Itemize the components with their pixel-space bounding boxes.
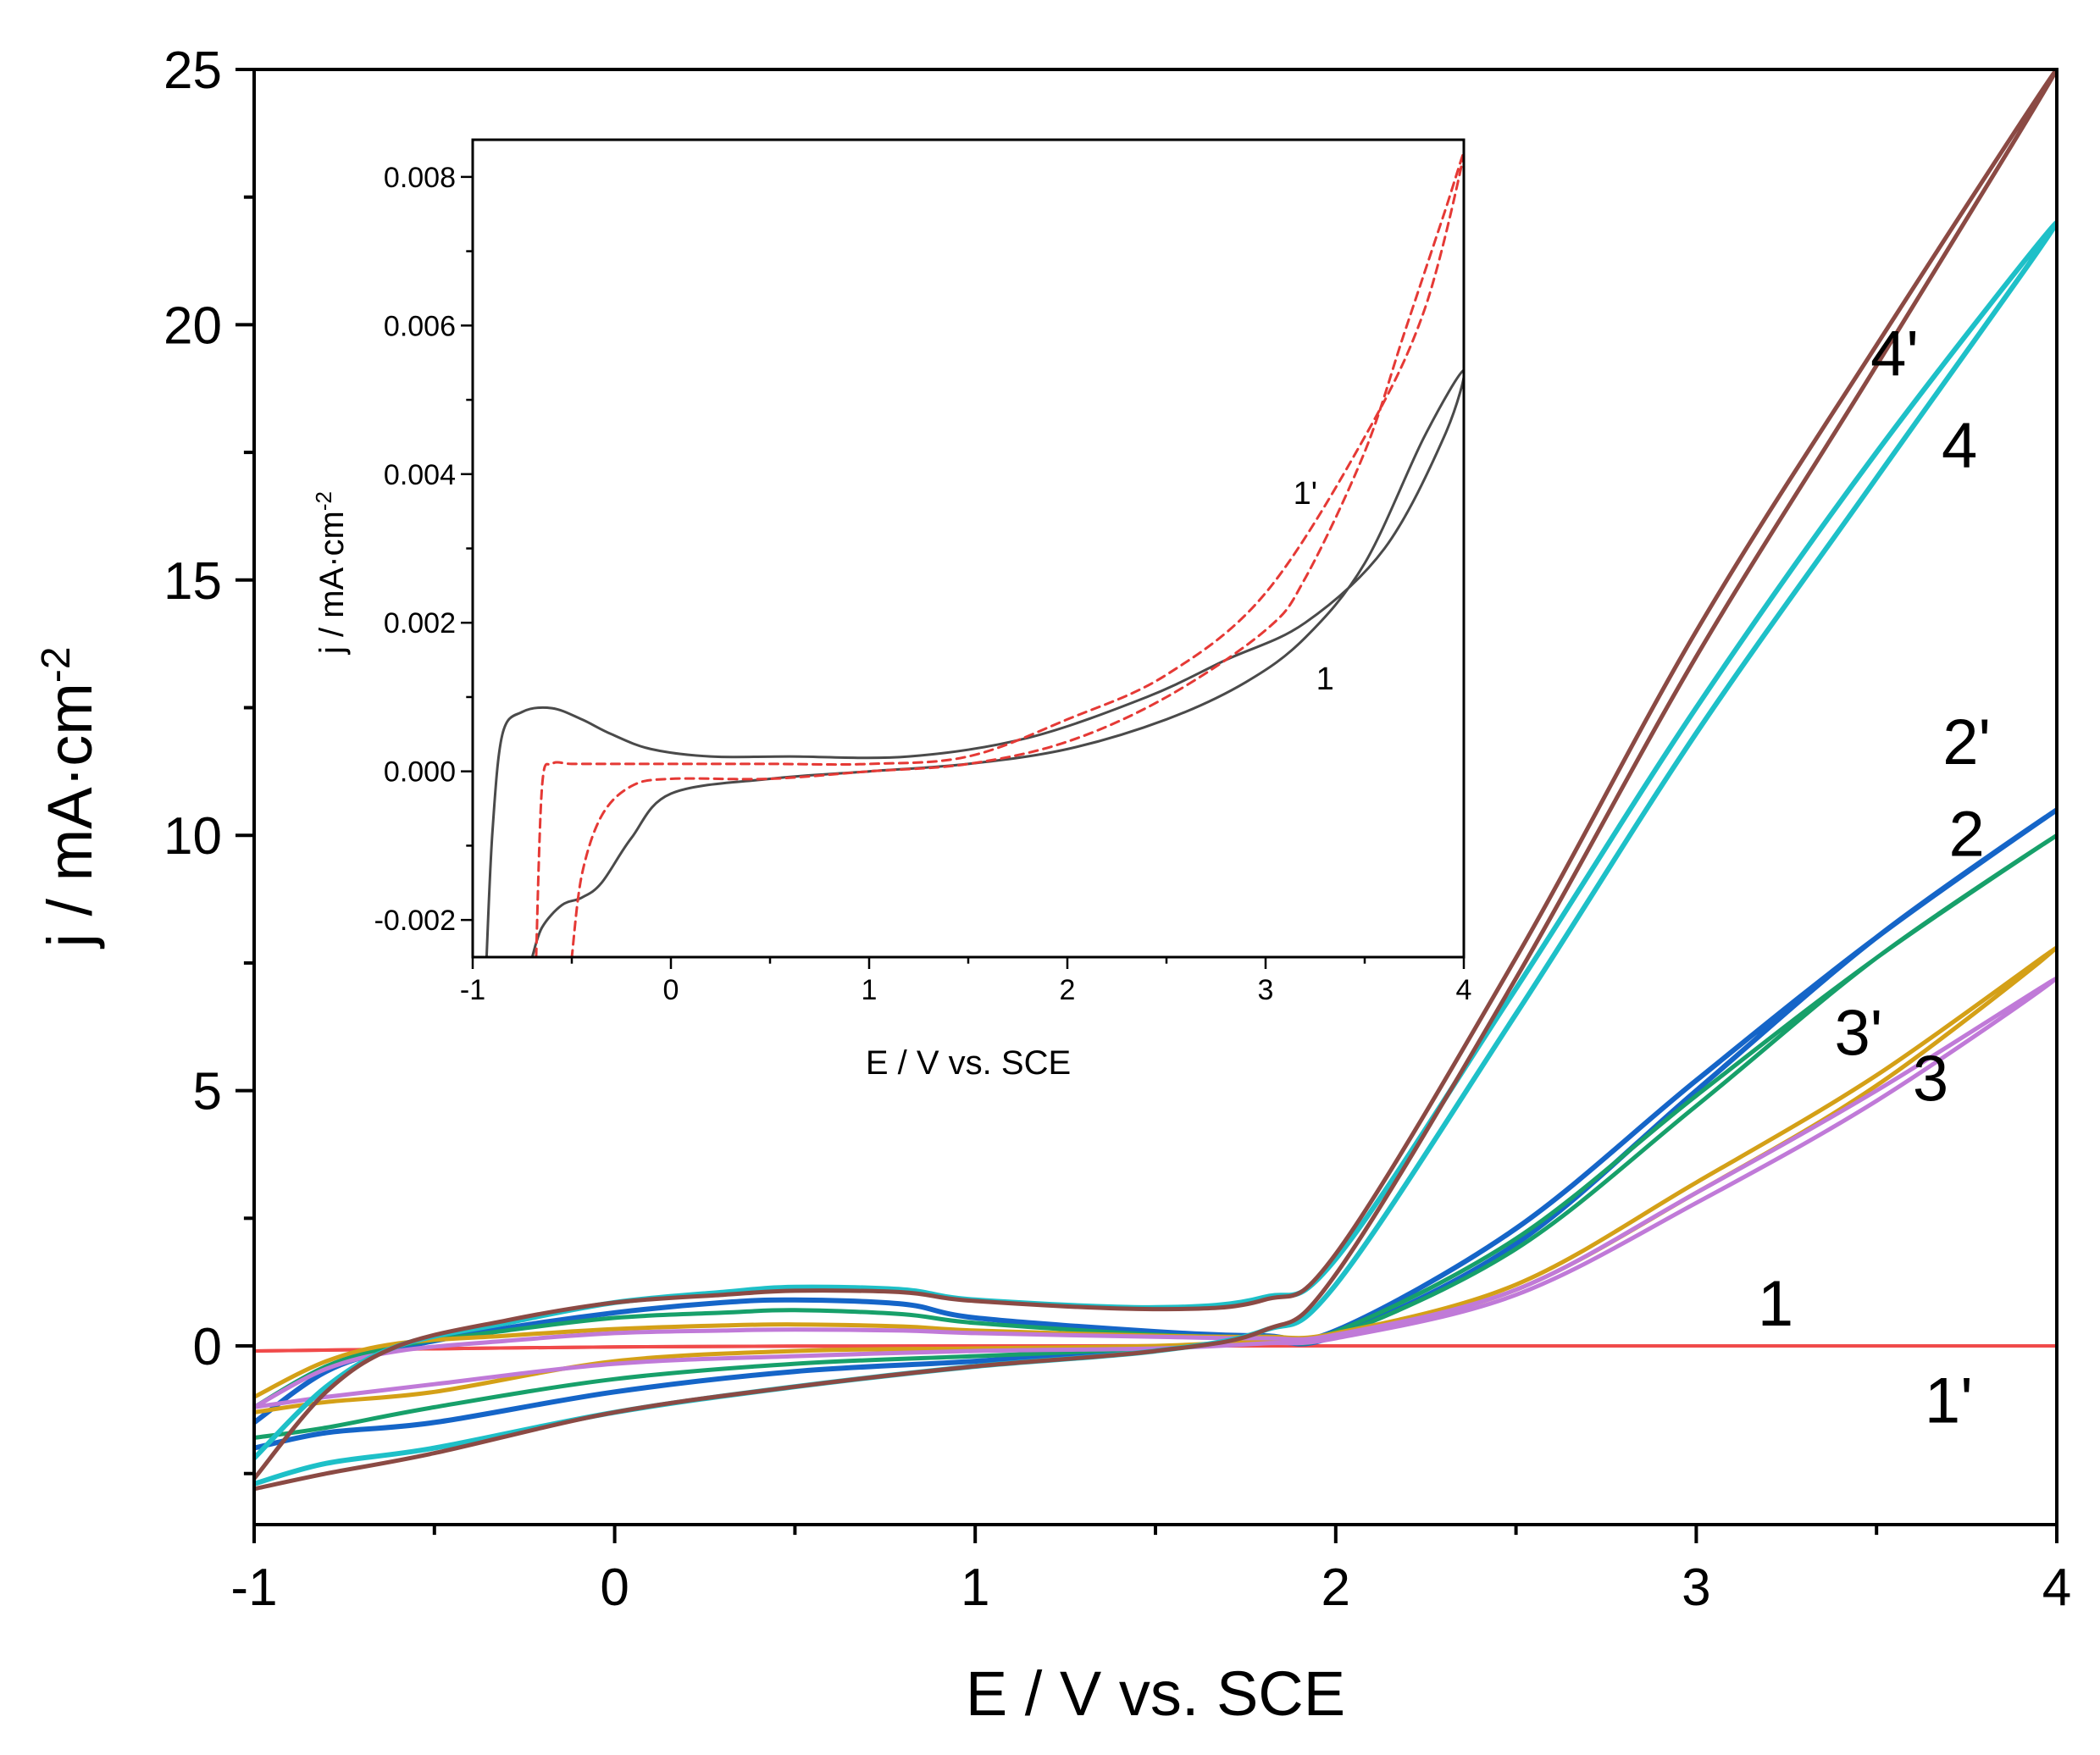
main-series-3: [254, 976, 2057, 1409]
inset-x-axis-title: E / V vs. SCE: [866, 1044, 1071, 1082]
main-y-axis-title: j / mA·cm-2: [34, 646, 105, 949]
main-y-tick-label: 20: [163, 296, 222, 355]
inset-curve-label: 1: [1316, 662, 1334, 697]
main-series-2prime: [254, 807, 2057, 1451]
main-y-tick-label: 25: [163, 42, 222, 100]
inset-curve-labels: 1' 1: [1294, 476, 1334, 697]
inset-background: [473, 140, 1464, 957]
inset-y-tick-label: 0.000: [384, 756, 456, 789]
inset-plot: -1 0 1 2 3 4 -0.0020.0000.0020.0040.0060.008 …: [311, 138, 1472, 1082]
inset-y-tick-label: 0.006: [384, 310, 456, 342]
inset-series-1prime: [535, 150, 1464, 957]
main-x-tick-label: 0: [600, 1558, 629, 1617]
main-x-tick-label: 2: [1322, 1558, 1350, 1617]
main-y-tick-label: 10: [163, 807, 222, 866]
inset-x-tick-label: 1: [862, 974, 878, 1006]
main-y-axis-title-superscript: -2: [34, 646, 79, 683]
main-curve-label: 2': [1942, 706, 1991, 778]
inset-y-tick-label: -0.002: [374, 905, 456, 937]
main-x-tick-label: 1: [961, 1558, 989, 1617]
main-curve-labels: 4' 4 2' 2 3' 3 1 1': [1758, 318, 1991, 1437]
inset-y-axis: -0.002 0.000 0.002 0.004 0.006 0.008: [374, 162, 473, 937]
main-curve-label: 1: [1758, 1268, 1793, 1340]
main-x-tick-label: 3: [1682, 1558, 1710, 1617]
inset-y-axis-title-superscript: -2: [311, 491, 336, 511]
inset-y-axis-title-text: j / mA·cm: [313, 511, 351, 655]
inset-y-tick-label: 0.002: [384, 607, 456, 639]
main-y-tick-label: 5: [193, 1063, 222, 1121]
main-y-axis: 0 5 10 15 20 25: [163, 42, 254, 1475]
inset-series-1: [485, 368, 1464, 957]
main-x-axis-title: E / V vs. SCE: [966, 1658, 1345, 1729]
inset-x-axis: -1 0 1 2 3 4: [460, 957, 1472, 1006]
main-series-group: [254, 69, 2057, 1492]
main-curve-label: 4: [1942, 410, 1977, 482]
inset-curve-label: 1': [1294, 476, 1317, 512]
main-y-tick-label: 15: [163, 552, 222, 611]
main-y-axis-title-text: j / mA·cm: [35, 683, 105, 949]
main-series-4prime: [254, 69, 2057, 1492]
main-y-tick-label: 0: [193, 1318, 222, 1376]
main-curve-label: 2: [1948, 798, 1984, 870]
inset-y-tick-label: 0.008: [384, 162, 456, 194]
main-curve-label: 3': [1835, 997, 1883, 1069]
inset-x-tick-label: 3: [1258, 974, 1274, 1006]
inset-y-axis-title: j / mA·cm-2: [311, 491, 351, 655]
main-curve-label: 3: [1913, 1044, 1948, 1116]
inset-x-tick-label: 2: [1060, 974, 1076, 1006]
main-x-axis: -1 0 1 2 3 4: [230, 1525, 2071, 1617]
main-x-tick-label: -1: [230, 1558, 277, 1617]
inset-x-tick-label: 0: [663, 974, 679, 1006]
main-curve-label: 4': [1870, 318, 1919, 390]
main-x-tick-label: 4: [2042, 1558, 2071, 1617]
main-series-2: [254, 833, 2057, 1440]
inset-x-tick-label: -1: [460, 974, 485, 1006]
inset-y-tick-label: 0.004: [384, 459, 456, 491]
inset-series-group: [485, 150, 1464, 957]
inset-x-tick-label: 4: [1456, 974, 1472, 1006]
main-curve-label: 1': [1925, 1365, 1973, 1437]
main-series-3prime: [254, 945, 2057, 1415]
